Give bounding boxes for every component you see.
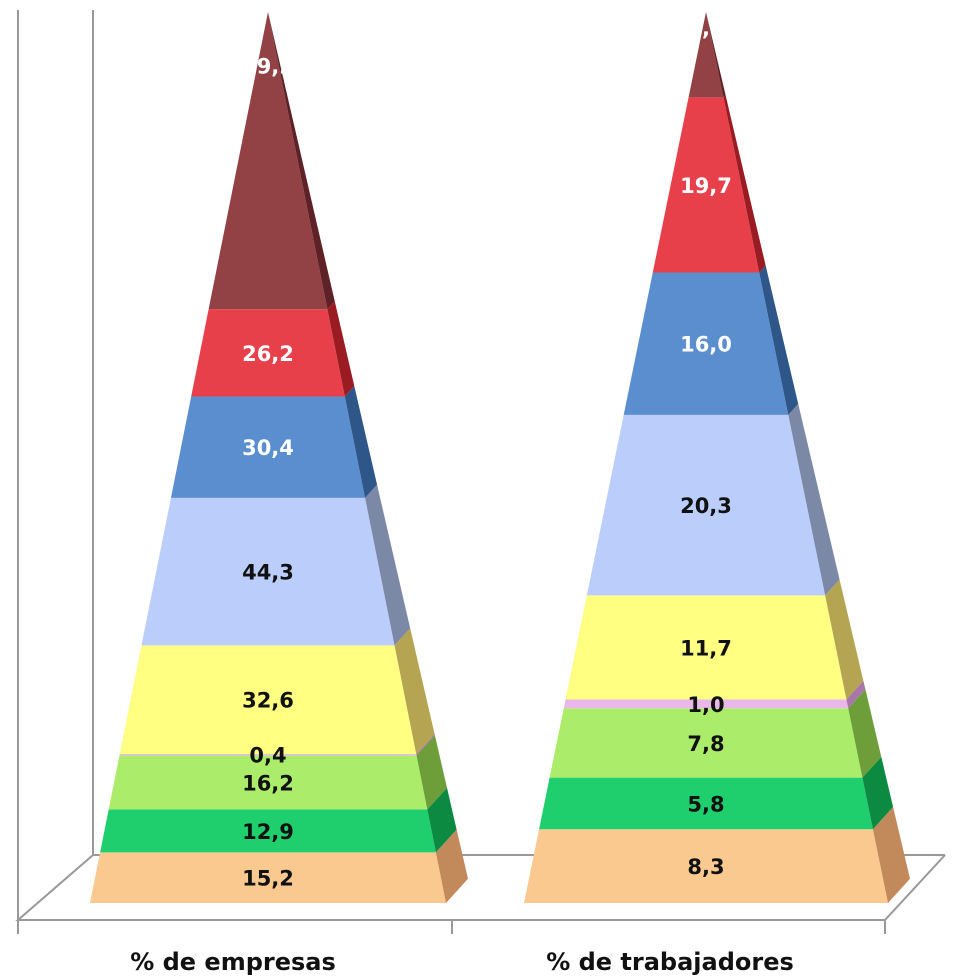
pyramid-side-trabajadores-5 [788, 403, 840, 596]
pyramid-side-empresas-1 [427, 787, 457, 853]
pyramid-segment-empresas-5 [141, 497, 395, 646]
value-label-empresas-8: 89,2 [242, 54, 294, 78]
pyramid-segment-empresas-1 [100, 809, 436, 853]
pyramid-side-empresas-7 [327, 301, 355, 397]
value-label-trabajadores-3: 1,0 [687, 693, 724, 717]
pyramid-side-trabajadores-3 [846, 680, 866, 709]
pyramid-segment-trabajadores-5 [586, 414, 826, 596]
value-label-empresas-1: 12,9 [242, 820, 294, 844]
pyramid-side-empresas-6 [344, 386, 378, 498]
category-label-trabajadores: % de trabajadores [546, 948, 794, 976]
value-label-empresas-4: 32,6 [242, 689, 294, 713]
value-label-trabajadores-6: 16,0 [680, 333, 732, 357]
pyramid-segment-empresas-6 [170, 396, 366, 498]
pyramid-side-trabajadores-4 [825, 579, 864, 700]
value-label-empresas-6: 30,4 [242, 436, 294, 460]
pyramid-side-trabajadores-0 [872, 806, 910, 903]
value-label-empresas-5: 44,3 [242, 561, 294, 585]
value-label-trabajadores-7: 19,7 [680, 174, 732, 198]
value-label-empresas-2: 16,2 [242, 771, 294, 795]
value-label-empresas-0: 15,2 [242, 867, 294, 891]
value-label-trabajadores-0: 8,3 [687, 855, 724, 879]
pyramid-side-trabajadores-7 [723, 95, 766, 273]
pyramid-side-empresas-8 [268, 12, 335, 310]
value-label-empresas-3: 0,4 [249, 744, 286, 768]
pyramid-segment-trabajadores-8 [688, 12, 724, 98]
category-label-empresas: % de empresas [130, 948, 336, 976]
value-label-trabajadores-5: 20,3 [680, 494, 732, 518]
value-label-trabajadores-2: 7,8 [687, 732, 724, 756]
pyramid-side-trabajadores-6 [759, 265, 799, 415]
pyramid-segment-trabajadores-7 [652, 97, 760, 273]
pyramid-segment-trabajadores-3 [563, 699, 849, 709]
pyramid-segment-empresas-8 [208, 12, 328, 310]
value-label-group: 15,2 12,9 16,2 0,4 32,6 44,3 30,4 26,2 89,2 8,3 5,… [242, 16, 732, 890]
pyramid-segment-trabajadores-2 [549, 708, 863, 778]
value-label-trabajadores-4: 11,7 [680, 636, 732, 660]
pyramid-segment-empresas-2 [108, 755, 428, 810]
pyramid-segment-empresas-3 [119, 754, 417, 756]
pyramid-segment-trabajadores-1 [539, 777, 873, 830]
value-label-empresas-7: 26,2 [242, 342, 294, 366]
pyramid-segment-empresas-7 [191, 309, 345, 397]
pyramid-group [90, 12, 910, 903]
pyramid-segment-empresas-0 [90, 852, 446, 903]
pyramid-segment-trabajadores-0 [524, 829, 888, 903]
pyramid-side-empresas-4 [394, 628, 435, 755]
pyramid-side-empresas-0 [435, 829, 468, 903]
pyramid-side-trabajadores-8 [706, 12, 726, 98]
pyramid-side-trabajadores-1 [862, 756, 894, 830]
pyramid-segment-empresas-4 [119, 645, 417, 755]
pyramid-side-empresas-5 [365, 484, 411, 646]
pyramid-side-trabajadores-2 [848, 689, 882, 778]
pyramid-side-empresas-2 [416, 735, 447, 810]
value-label-trabajadores-8: 9,6 [687, 16, 724, 40]
value-label-trabajadores-1: 5,8 [687, 792, 724, 816]
pyramid-side-empresas-3 [416, 733, 435, 756]
pyramid-segment-trabajadores-4 [565, 595, 847, 700]
pyramid-segment-trabajadores-6 [623, 272, 789, 415]
